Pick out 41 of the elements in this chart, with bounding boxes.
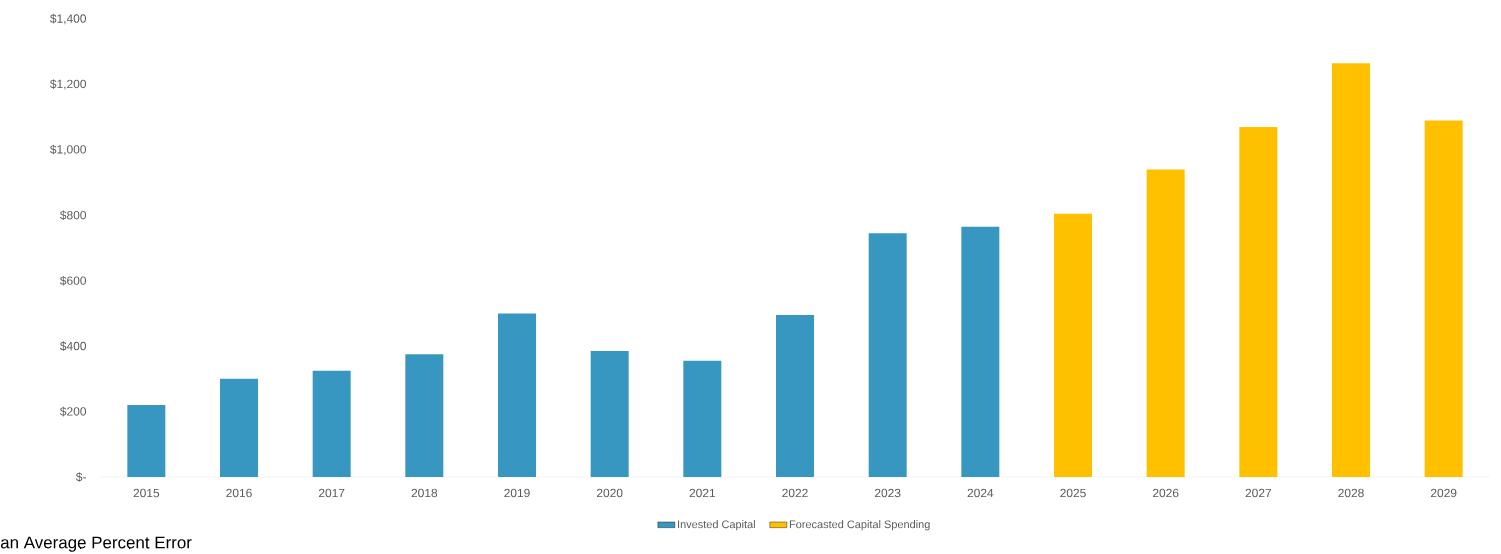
x-tick-label: 2021 [689, 488, 716, 498]
x-tick-label: 2027 [1245, 488, 1272, 498]
y-tick-label: $800 [60, 210, 87, 221]
x-tick-label: 2029 [1430, 488, 1457, 498]
x-tick-label: 2024 [967, 488, 994, 498]
x-tick-label: 2028 [1338, 488, 1364, 498]
y-tick-label: $200 [60, 406, 87, 417]
y-tick-label: $1,400 [50, 13, 87, 25]
x-tick-label: 2019 [504, 488, 530, 498]
bar [683, 360, 722, 477]
bar [1239, 126, 1278, 477]
bar [868, 233, 907, 477]
y-tick-label: $1,000 [50, 144, 87, 156]
bar [312, 370, 351, 477]
x-tick-label: 2025 [1060, 488, 1086, 498]
y-tick-label: $1,200 [50, 79, 87, 90]
bar [1424, 120, 1463, 477]
bar [961, 226, 1000, 477]
bar [1146, 169, 1185, 477]
x-tick-label: 2022 [782, 488, 808, 498]
bar [1332, 63, 1370, 477]
legend-label: Invested Capital [678, 520, 755, 531]
x-tick-label: 2018 [411, 488, 438, 498]
y-tick-label: $400 [60, 341, 87, 351]
y-tick-label: $- [75, 472, 86, 482]
x-tick-label: 2015 [133, 488, 160, 498]
x-tick-label: 2016 [226, 488, 252, 498]
legend-label: Forecasted Capital Spending [789, 520, 930, 531]
bar [405, 354, 444, 477]
x-tick-label: 2026 [1152, 488, 1179, 498]
text: an Average Percent Error [0, 536, 192, 552]
x-tick-label: 2020 [596, 488, 623, 498]
bar [220, 378, 258, 477]
y-tick-label: $600 [60, 275, 87, 286]
x-tick-label: 2023 [874, 488, 901, 498]
bar [127, 405, 166, 477]
bar [590, 351, 629, 477]
x-tick-label: 2017 [318, 488, 345, 498]
bar [498, 313, 536, 477]
bar [1054, 213, 1092, 477]
bar [776, 315, 814, 477]
